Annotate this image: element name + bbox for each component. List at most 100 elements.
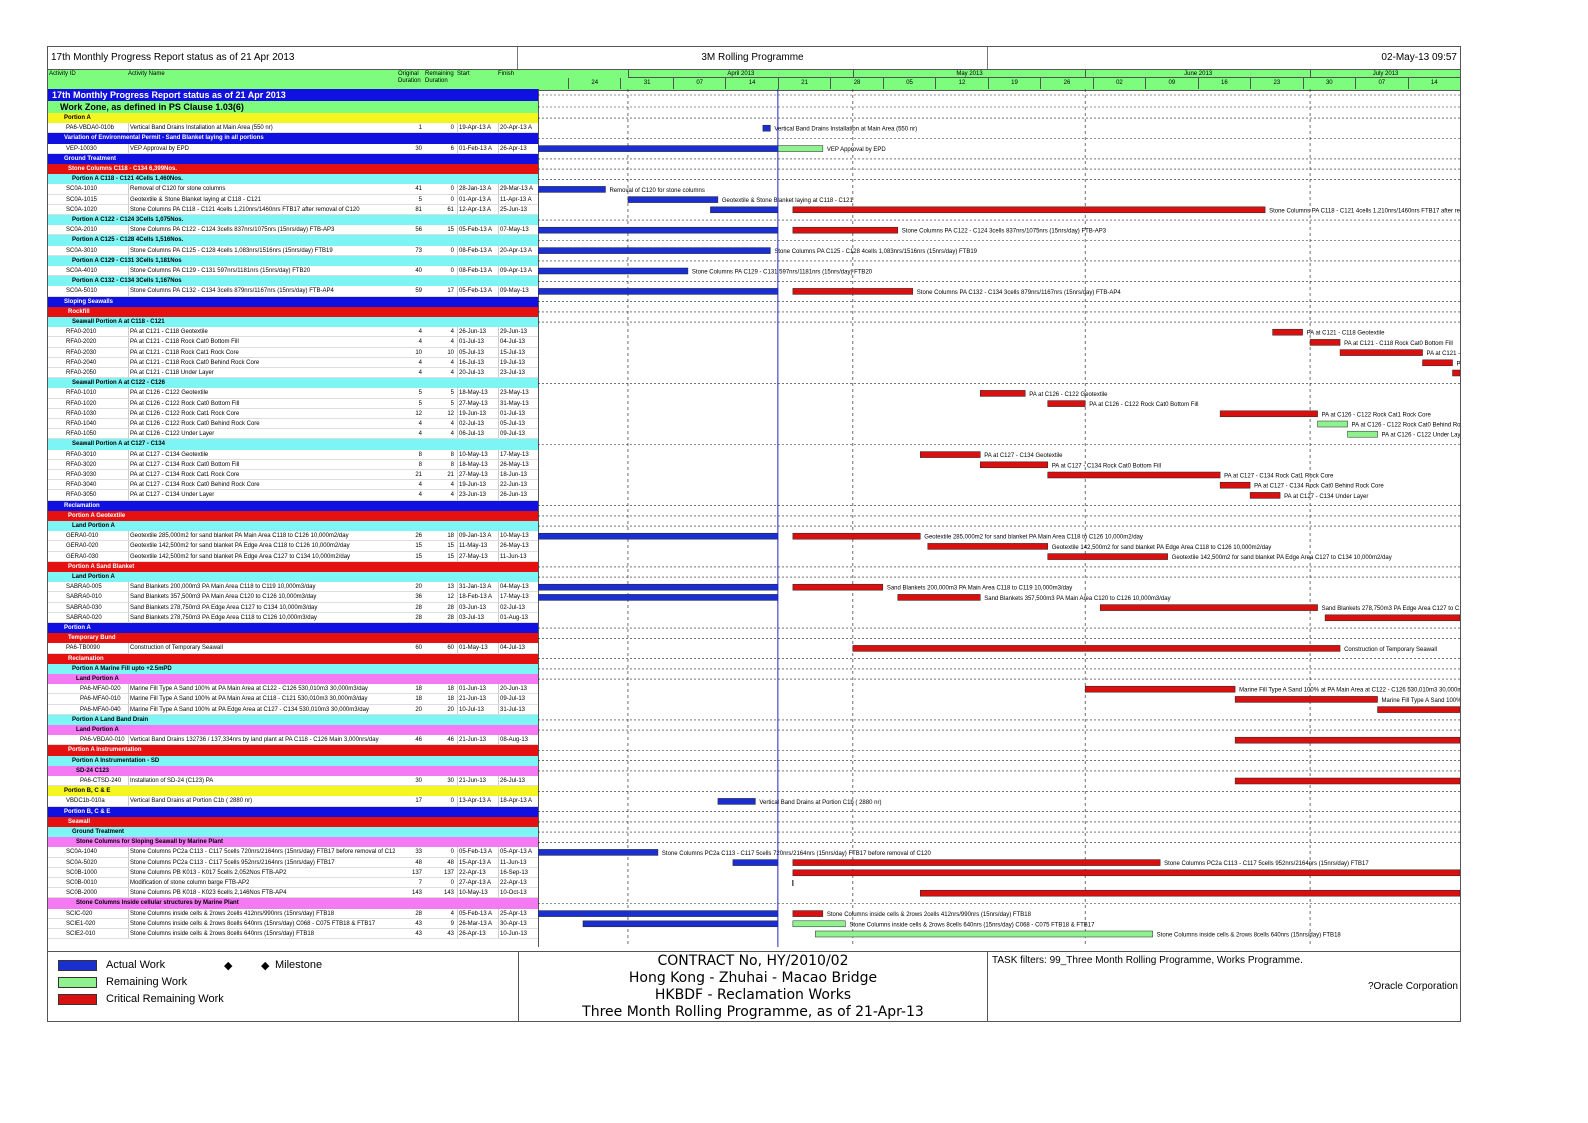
remaining-duration: 0 — [450, 798, 454, 805]
activity-row[interactable]: RFA0-1050 PA at C126 - C122 Under Layer 4 4… — [48, 429, 538, 440]
activity-row[interactable]: SC0B-2000 Stone Columns PB K018 - K023 6c… — [48, 888, 538, 899]
activity-row[interactable]: GERA0-030 Geotextile 142,500m2 for sand b… — [48, 551, 538, 562]
activity-row[interactable]: PA6-VBDA0-010 Vertical Band Drains 132736… — [48, 735, 538, 746]
group-row: Portion A Land Band Drain — [48, 714, 538, 725]
activity-row[interactable]: PA6-TB0090 Construction of Temporary Seaw… — [48, 643, 538, 654]
remaining-duration: 0 — [450, 268, 454, 274]
activity-row[interactable]: RFA0-1030 PA at C126 - C122 Rock Cat1 Roc… — [48, 408, 538, 419]
activity-row[interactable]: RFA0-2030 PA at C121 - C118 Rock Cat1 Roc… — [48, 347, 538, 358]
activity-name: Construction of Temporary Seawall — [128, 643, 395, 653]
start-date: 31-Jan-13 A — [457, 582, 499, 592]
activity-row[interactable]: RFA0-2050 PA at C121 - C118 Under Layer 4 4… — [48, 368, 538, 379]
activity-id: PA6-MFA0-040 — [80, 706, 121, 713]
group-name: Portion A Sand Blanket — [68, 563, 135, 570]
activity-row[interactable]: RFA0-1010 PA at C126 - C122 Geotextile 5 5 1… — [48, 388, 538, 399]
activity-row[interactable]: SC0A-1010 Removal of C120 for stone colum… — [48, 184, 538, 195]
bar-label: Marine Fill Type A Sand 100% at PA Main … — [1239, 688, 1460, 694]
activity-row[interactable]: SC0B-1000 Stone Columns PB K013 - K017 5c… — [48, 867, 538, 878]
finish-date: 11-Apr-13 A — [498, 194, 538, 204]
activity-row[interactable]: SABRA0-005 Sand Blankets 200,000m3 PA Mai… — [48, 582, 538, 593]
start-date: 01-Apr-13 A — [457, 194, 499, 204]
col-activity-id[interactable]: Activity ID — [49, 71, 76, 77]
activity-row[interactable]: RFA0-2020 PA at C121 - C118 Rock Cat0 Bot… — [48, 337, 538, 348]
activity-row[interactable]: SC0A-5010 Stone Columns PA C132 - C134 3c… — [48, 286, 538, 297]
start-date: 01-May-13 — [457, 643, 499, 653]
activity-row[interactable]: RFA0-3020 PA at C127 - C134 Rock Cat0 Bot… — [48, 459, 538, 470]
activity-row[interactable]: PA6-VBDA0-010b Vertical Band Drains Insta… — [48, 123, 538, 134]
activity-table: 17th Monthly Progress Report status as o… — [48, 89, 539, 947]
original-duration: 4 — [418, 492, 422, 499]
activity-row[interactable]: RFA0-2010 PA at C121 - C118 Geotextile 4 4 2… — [48, 327, 538, 338]
critical-bar — [792, 583, 884, 591]
activity-row[interactable]: SC0A-3010 Stone Columns PA C125 - C128 4c… — [48, 245, 538, 256]
remaining-duration: 4 — [450, 329, 454, 336]
activity-row[interactable]: SCIE1-020 Stone Columns inside cells & 2r… — [48, 918, 538, 929]
activity-row[interactable]: PA6-CTSD-240 Installation of SD-24 (C123)… — [48, 776, 538, 787]
bar-label: PA at C121 - C118 Rock Cat0 Bottom Fill — [1344, 341, 1453, 347]
bar-label: PA at C127 - C134 Rock Cat1 Rock Core — [1224, 474, 1334, 480]
activity-row[interactable]: RFA0-3050 PA at C127 - C134 Under Layer 4 4… — [48, 490, 538, 501]
bar-label: Stone Columns inside cells & 2rows 2cell… — [827, 912, 1032, 918]
finish-date: 18-Apr-13 A — [498, 796, 538, 806]
group-row: Land Portion A — [48, 725, 538, 736]
critical-bar — [920, 889, 1460, 897]
activity-row[interactable]: RFA0-3010 PA at C127 - C134 Geotextile 8 8 1… — [48, 449, 538, 460]
bar-label: Stone Columns PA C129 - C131 597nrs/1181… — [692, 270, 873, 276]
activity-row[interactable]: SC0A-1015 Geotextile & Stone Blanket layi… — [48, 194, 538, 205]
finish-date: 26-Jul-13 — [498, 776, 538, 786]
col-activity-name[interactable]: Activity Name — [128, 71, 165, 77]
activity-name: PA at C127 - C134 Under Layer — [128, 490, 395, 500]
remaining-duration: 8 — [450, 451, 454, 458]
activity-row[interactable]: PA6-MFA0-020 Marine Fill Type A Sand 100%… — [48, 684, 538, 695]
group-row: Portion A Geotextile — [48, 510, 538, 521]
group-name: 17th Monthly Progress Report status as o… — [52, 90, 286, 100]
critical-bar — [1219, 410, 1318, 418]
activity-row[interactable]: SABRA0-030 Sand Blankets 278,750m3 PA Edg… — [48, 602, 538, 613]
activity-row[interactable]: SC0A-1040 Stone Columns PC2a C113 - C117 … — [48, 847, 538, 858]
activity-row[interactable]: SC0B-0010 Modification of stone column ba… — [48, 878, 538, 889]
activity-row[interactable]: RFA0-3040 PA at C127 - C134 Rock Cat0 Beh… — [48, 480, 538, 491]
original-duration: 10 — [415, 349, 422, 356]
remaining-bar — [1317, 420, 1348, 428]
activity-row[interactable]: SABRA0-020 Sand Blankets 278,750m3 PA Edg… — [48, 612, 538, 623]
activity-row[interactable]: VBDC1b-010a Vertical Band Drains at Porti… — [48, 796, 538, 807]
bar-label: Sand Blankets 357,500m3 PA Main Area C12… — [984, 596, 1170, 602]
finish-date: 19-Jul-13 — [498, 357, 538, 367]
activity-row[interactable]: PA6-MFA0-040 Marine Fill Type A Sand 100%… — [48, 704, 538, 715]
bar-label: Sand Blankets 200,000m3 PA Main Area C11… — [887, 586, 1072, 592]
finish-date: 10-May-13 — [498, 531, 538, 541]
activity-name: Sand Blankets 200,000m3 PA Main Area C11… — [128, 582, 395, 592]
activity-row[interactable]: SC0A-5020 Stone Columns PC2a C113 - C117 … — [48, 857, 538, 868]
activity-row[interactable]: SCIE2-010 Stone Columns inside cells & 2r… — [48, 929, 538, 940]
start-date: 15-Apr-13 A — [457, 857, 499, 867]
remaining-duration: 43 — [447, 931, 454, 937]
start-date: 13-Apr-13 A — [457, 796, 499, 806]
activity-row[interactable]: GERA0-020 Geotextile 142,500m2 for sand b… — [48, 541, 538, 552]
col-finish[interactable]: Finish — [498, 71, 515, 77]
finish-date: 23-May-13 — [498, 388, 538, 398]
activity-row[interactable]: PA6-MFA0-010 Marine Fill Type A Sand 100%… — [48, 694, 538, 705]
start-date: 21-Jun-13 — [457, 694, 499, 704]
activity-row[interactable]: SC0A-4010 Stone Columns PA C129 - C131 59… — [48, 266, 538, 277]
activity-row[interactable]: SCIC-020 Stone Columns inside cells & 2ro… — [48, 908, 538, 919]
bar-label: PA at C127 - C134 Geotextile — [984, 453, 1063, 459]
activity-row[interactable]: SABRA0-010 Sand Blankets 357,500m3 PA Mai… — [48, 592, 538, 603]
col-original-duration[interactable]: Original Duration — [398, 71, 421, 84]
activity-row[interactable]: SC0A-1020 Stone Columns PA C118 - C121 4c… — [48, 204, 538, 215]
original-duration: 4 — [418, 421, 422, 427]
activity-row[interactable]: VEP-10030 VEP Approval by EPD 30 6 01-Feb-13… — [48, 143, 538, 154]
col-remaining-duration[interactable]: Remaining Duration — [425, 71, 454, 84]
col-start[interactable]: Start — [457, 71, 470, 77]
remaining-duration: 143 — [443, 890, 454, 897]
finish-date: 22-Jun-13 — [498, 480, 538, 490]
activity-id: PA6-VBDA0-010 — [80, 737, 125, 744]
activity-row[interactable]: RFA0-2040 PA at C121 - C118 Rock Cat0 Beh… — [48, 357, 538, 368]
bar-label: Stone Columns inside cells & 2rows 8cell… — [1157, 933, 1342, 939]
activity-row[interactable]: GERA0-010 Geotextile 285,000m2 for sand b… — [48, 531, 538, 542]
activity-row[interactable]: SC0A-2010 Stone Columns PA C122 - C124 3c… — [48, 225, 538, 236]
activity-row[interactable]: RFA0-1020 PA at C126 - C122 Rock Cat0 Bot… — [48, 398, 538, 409]
project-name: Hong Kong - Zhuhai - Macao Bridge — [628, 970, 878, 986]
activity-row[interactable]: RFA0-1040 PA at C126 - C122 Rock Cat0 Beh… — [48, 419, 538, 430]
activity-row[interactable]: RFA0-3030 PA at C127 - C134 Rock Cat1 Roc… — [48, 470, 538, 481]
original-duration: 5 — [418, 390, 422, 397]
